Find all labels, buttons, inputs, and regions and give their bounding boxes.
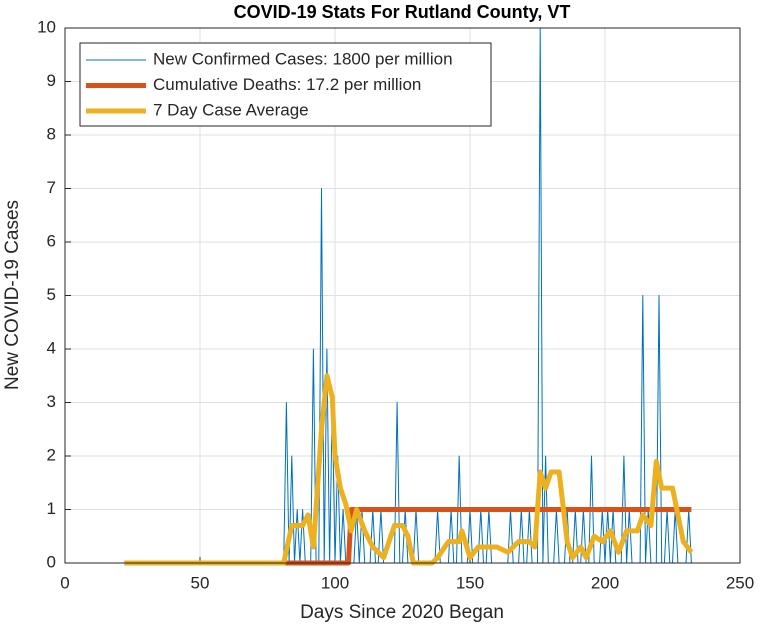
legend: New Confirmed Cases: 1800 per million Cum… — [79, 42, 492, 127]
y-tick-label: 1 — [47, 499, 56, 518]
chart-title: COVID-19 Stats For Rutland County, VT — [234, 2, 571, 22]
y-tick-label: 6 — [47, 231, 56, 250]
series-line — [124, 373, 694, 566]
x-tick-label: 250 — [726, 573, 754, 592]
x-tick-label: 50 — [191, 573, 210, 592]
x-tick-label: 200 — [591, 573, 619, 592]
legend-label: 7 Day Case Average — [153, 100, 309, 119]
x-tick-label: 0 — [60, 573, 69, 592]
y-tick-label: 2 — [47, 445, 56, 464]
y-tick-label: 7 — [47, 178, 56, 197]
y-tick-label: 5 — [47, 285, 56, 304]
x-tick-label: 150 — [456, 573, 484, 592]
y-axis-label: New COVID-19 Cases — [2, 200, 23, 390]
plot-frame — [64, 27, 741, 564]
legend-label: New Confirmed Cases: 1800 per million — [153, 49, 453, 68]
y-tick-label: 8 — [47, 124, 56, 143]
y-tick-label: 0 — [47, 552, 56, 571]
y-tick-label: 3 — [47, 392, 56, 411]
y-tick-label: 4 — [47, 338, 56, 357]
x-axis-label: Days Since 2020 Began — [300, 602, 504, 623]
legend-box — [79, 42, 492, 127]
y-tick-label: 9 — [47, 71, 56, 90]
x-tick-label: 100 — [321, 573, 349, 592]
y-tick-label: 10 — [37, 17, 56, 36]
legend-label: Cumulative Deaths: 17.2 per million — [153, 75, 421, 94]
